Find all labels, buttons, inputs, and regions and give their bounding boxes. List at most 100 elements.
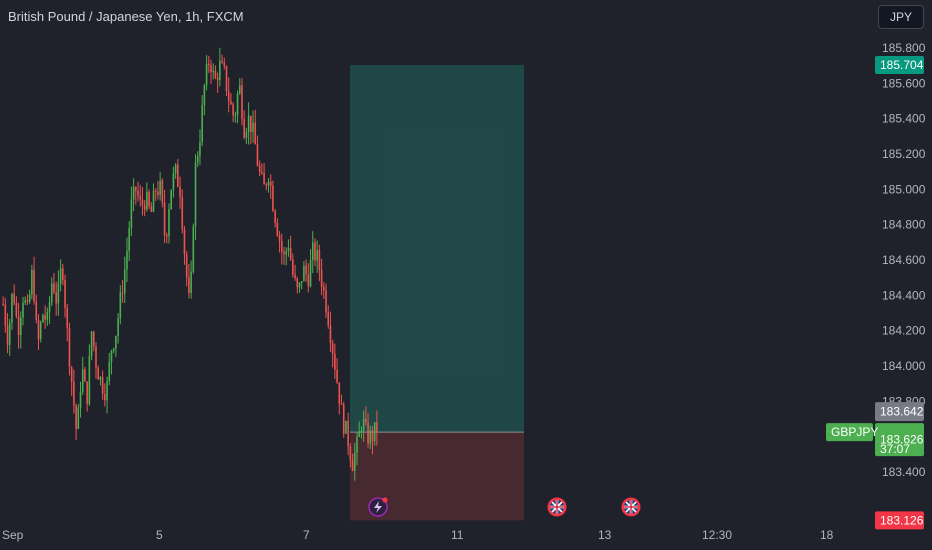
- candle-body: [230, 100, 232, 105]
- candle-body: [280, 240, 283, 252]
- candle-body: [329, 325, 332, 344]
- price-tick-label: 184.200: [882, 324, 926, 338]
- candle-body: [128, 228, 130, 252]
- candle-body: [70, 367, 73, 382]
- candle-body: [150, 206, 153, 212]
- candle-body: [371, 430, 374, 442]
- last-price-badge-text: 183.626: [880, 433, 924, 447]
- candle-body: [35, 301, 38, 320]
- candle-body: [20, 317, 22, 335]
- candle-body: [289, 247, 292, 260]
- time-tick-label: 5: [156, 528, 163, 542]
- candle-body: [349, 446, 352, 461]
- candle-body: [81, 369, 84, 392]
- time-axis: Sep 5 7 11 13 12:30 18: [2, 528, 834, 542]
- price-axis: 185.800 185.600 185.400 185.200 185.000 184.8…: [882, 41, 926, 479]
- candle-body: [28, 294, 31, 302]
- candle-body: [165, 234, 168, 237]
- candle-body: [55, 292, 57, 304]
- candle-body: [39, 322, 42, 340]
- profit-zone[interactable]: [350, 64, 524, 433]
- candle-body: [214, 70, 217, 78]
- candle-body: [219, 60, 221, 80]
- symbol-badge-bg: [826, 423, 873, 442]
- price-tick-label: 185.600: [882, 76, 926, 90]
- candle-body: [77, 407, 80, 429]
- candle-body: [104, 394, 106, 401]
- candle-body: [123, 269, 126, 294]
- candle-body: [303, 265, 305, 282]
- last-price-badge: 183.626: [875, 423, 924, 457]
- time-tick-label: Sep: [2, 528, 24, 542]
- candle-body: [269, 181, 272, 186]
- candle-body: [8, 322, 11, 345]
- candle-body: [252, 122, 254, 133]
- candle-body: [148, 191, 150, 207]
- candle-body: [294, 274, 296, 279]
- stop-price-badge: 183.126: [875, 511, 924, 530]
- candle-body: [24, 300, 27, 303]
- candle-body: [33, 269, 35, 302]
- candle-body: [192, 226, 195, 272]
- candle-body: [225, 66, 228, 92]
- candle-body: [57, 283, 60, 304]
- candle-body: [258, 165, 261, 172]
- time-tick-label: 7: [303, 528, 310, 542]
- target-price-badge-bg: [875, 55, 924, 74]
- candle-body: [15, 303, 18, 317]
- candle-body: [365, 418, 367, 423]
- candle-body: [196, 156, 199, 163]
- last-price-badge-bg: [875, 423, 924, 457]
- candle-body: [108, 362, 111, 382]
- candle-body: [309, 259, 312, 287]
- candle-body: [307, 274, 310, 287]
- lightning-glyph: [374, 501, 382, 513]
- candle-body: [106, 381, 108, 401]
- candle-body: [117, 318, 119, 336]
- candle-body: [172, 173, 175, 190]
- candle-body: [325, 290, 327, 313]
- symbol-badge: GBPJPY: [826, 423, 878, 442]
- candle-body: [110, 350, 113, 363]
- candle-body: [174, 164, 177, 174]
- candle-body: [216, 77, 219, 80]
- time-tick-label: 12:30: [702, 528, 732, 542]
- candle-body: [84, 369, 86, 382]
- price-tick-label: 185.200: [882, 147, 926, 161]
- candle-body: [210, 65, 212, 73]
- uk-flag-icon[interactable]: [547, 497, 567, 517]
- price-tick-label: 184.600: [882, 253, 926, 267]
- candle-body: [208, 63, 210, 66]
- candle-body: [199, 142, 201, 157]
- candle-body: [250, 115, 252, 133]
- candle-body: [64, 280, 66, 308]
- candle-body: [50, 283, 53, 303]
- uk-flag-icon[interactable]: [621, 497, 641, 517]
- candle-body: [112, 348, 115, 351]
- candle-body: [334, 353, 336, 370]
- target-price-badge: 185.704: [875, 55, 924, 74]
- candle-body: [119, 292, 122, 319]
- candle-body: [238, 85, 241, 94]
- candle-body: [37, 319, 40, 340]
- candle-body: [320, 269, 323, 288]
- candle-body: [241, 85, 243, 120]
- ask-price-badge: 183.642: [875, 402, 924, 422]
- lightning-icon[interactable]: [368, 497, 388, 517]
- candle-body: [152, 190, 155, 212]
- time-tick-label: 11: [451, 528, 464, 542]
- candle-body: [234, 114, 237, 116]
- candle-body: [126, 251, 128, 270]
- candle-body: [66, 307, 69, 328]
- candle-body: [132, 187, 135, 200]
- candle-body: [163, 202, 166, 235]
- candle-body: [276, 222, 279, 236]
- candle-body: [245, 132, 248, 138]
- chart-title: British Pound / Japanese Yen, 1h, FXCM: [8, 9, 244, 24]
- candle-body: [323, 287, 325, 291]
- candle-body: [223, 62, 226, 67]
- candle-body: [194, 162, 197, 227]
- currency-button[interactable]: JPY: [878, 5, 924, 29]
